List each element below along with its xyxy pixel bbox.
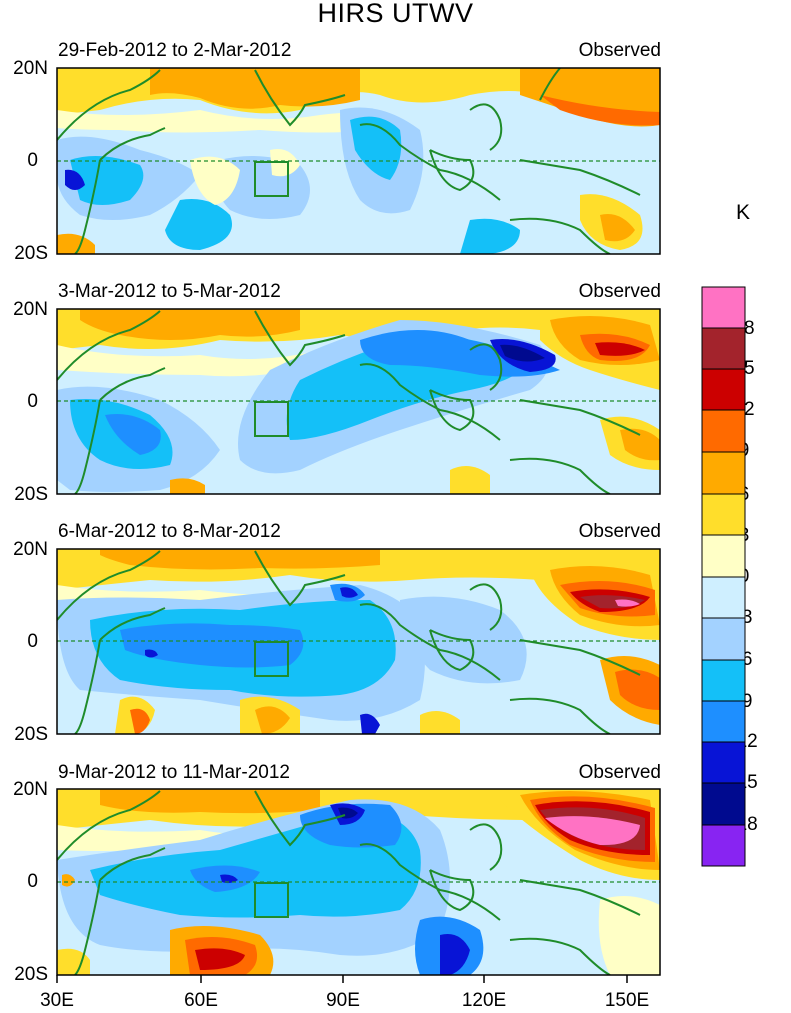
- panel-4-date-range: 9-Mar-2012 to 11-Mar-2012: [58, 762, 290, 783]
- lon-label-90e: 90E: [326, 990, 360, 1011]
- colorbar-box: [701, 534, 746, 578]
- colorbar-box: [701, 451, 746, 495]
- colorbar-box: [701, 700, 746, 743]
- colorbar-box: [701, 409, 746, 453]
- panel-2-frame: [56, 308, 661, 495]
- colorbar-box: [701, 493, 746, 536]
- panel-4-label: Observed: [578, 762, 661, 783]
- panel-3-frame: [56, 548, 661, 735]
- figure-title: HIRS UTWV: [317, 0, 474, 28]
- lon-label-120e: 120E: [461, 990, 507, 1011]
- lat-label-20n: 20N: [13, 539, 48, 560]
- panel-3-map: [57, 549, 660, 734]
- colorbar-box: [701, 368, 746, 411]
- lat-label-20s: 20S: [14, 243, 48, 264]
- colorbar-box: [701, 617, 746, 661]
- panel-1-frame: [56, 67, 661, 255]
- colorbar-box: [701, 741, 746, 784]
- panel-2-map: [57, 309, 660, 494]
- lat-label-eq: 0: [27, 631, 38, 652]
- colorbar-box: [701, 576, 746, 619]
- lat-label-20n: 20N: [13, 779, 48, 800]
- lat-label-eq: 0: [27, 391, 38, 412]
- panel-2-date-range: 3-Mar-2012 to 5-Mar-2012: [58, 281, 281, 302]
- lat-label-20s: 20S: [14, 484, 48, 505]
- lon-label-150e: 150E: [604, 990, 650, 1011]
- colorbar-unit: K: [736, 201, 751, 224]
- panel-1-label: Observed: [578, 40, 661, 61]
- lat-label-20s: 20S: [14, 724, 48, 745]
- lon-label-30e: 30E: [40, 990, 74, 1011]
- colorbar-box: [701, 824, 746, 867]
- lat-label-20n: 20N: [13, 299, 48, 320]
- panel-1-date-range: 29-Feb-2012 to 2-Mar-2012: [58, 40, 292, 61]
- panel-4-frame: [56, 788, 661, 976]
- lat-label-eq: 0: [27, 871, 38, 892]
- colorbar-box: [701, 659, 746, 702]
- lat-label-20n: 20N: [13, 58, 48, 79]
- panel-2-label: Observed: [578, 281, 661, 302]
- lon-label-60e: 60E: [184, 990, 218, 1011]
- colorbar-box: [701, 782, 746, 826]
- colorbar-box: [701, 286, 746, 329]
- panel-4-map: [57, 789, 660, 975]
- lat-label-eq: 0: [27, 150, 38, 171]
- lat-label-20s: 20S: [14, 964, 48, 985]
- panel-1-map: [57, 68, 660, 254]
- colorbar-box: [701, 327, 746, 370]
- x-axis-ticks: [56, 975, 628, 983]
- panel-3-date-range: 6-Mar-2012 to 8-Mar-2012: [58, 521, 281, 542]
- panel-3-label: Observed: [578, 521, 661, 542]
- colorbar: [701, 286, 746, 867]
